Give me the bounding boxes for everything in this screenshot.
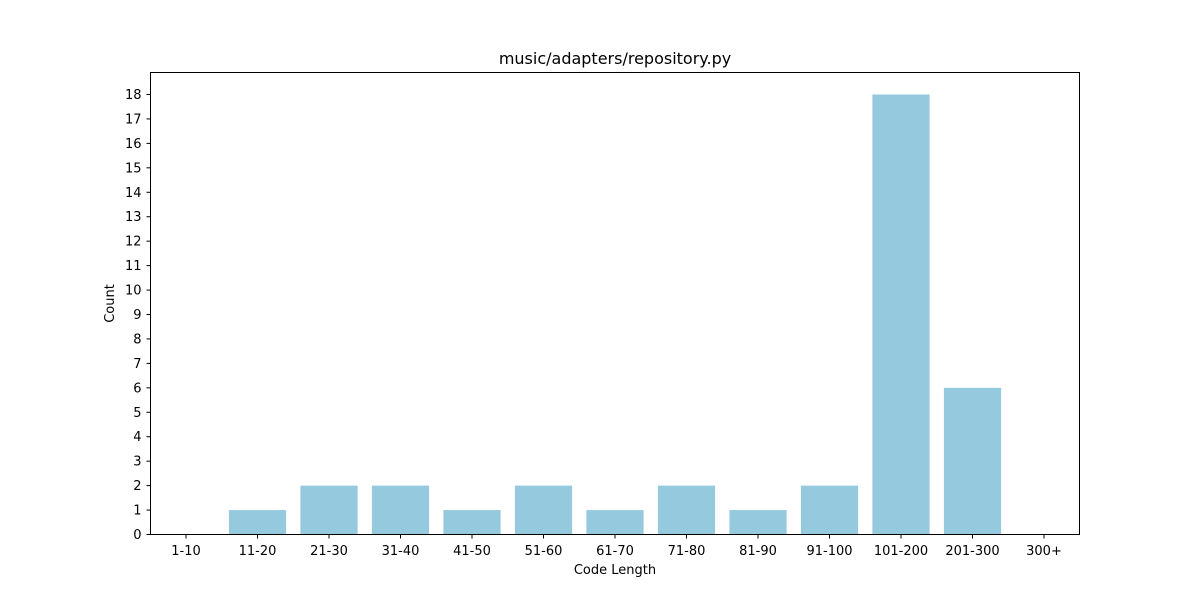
x-tick-label: 51-60 (525, 544, 563, 559)
x-tick-label: 81-90 (739, 544, 777, 559)
bar-31-40 (371, 485, 430, 535)
x-tick-label: 300+ (1026, 544, 1062, 559)
x-tick-label: 31-40 (382, 544, 420, 559)
y-tick-label: 12 (125, 235, 142, 250)
bars-group (228, 94, 1002, 535)
y-tick-label: 18 (125, 88, 142, 103)
bar-61-70 (586, 510, 644, 535)
bar-81-90 (729, 510, 787, 535)
x-tick-label: 11-20 (239, 544, 277, 559)
y-tick-label: 0 (133, 528, 141, 543)
x-axis-ticks: 1-10 11-20 21-30 31-40 41-50 51-60 61-70 71-80 8… (171, 534, 1062, 559)
y-tick-label: 11 (125, 259, 142, 274)
x-tick-label: 71-80 (668, 544, 706, 559)
x-tick-label: 61-70 (596, 544, 634, 559)
bar-51-60 (514, 485, 573, 535)
y-tick-label: 9 (133, 308, 141, 323)
plot-frame (150, 72, 1080, 535)
y-tick-label: 3 (133, 455, 141, 470)
chart-title: music/adapters/repository.py (499, 49, 731, 68)
x-tick-label: 91-100 (806, 544, 852, 559)
bar-11-20 (228, 510, 287, 535)
y-tick-label: 10 (125, 284, 142, 299)
y-tick-label: 17 (125, 112, 142, 127)
bar-201-300 (943, 387, 1002, 535)
bar-101-200 (872, 94, 930, 535)
y-tick-label: 1 (133, 504, 141, 519)
y-tick-label: 4 (133, 430, 141, 445)
y-tick-label: 8 (133, 332, 141, 347)
y-tick-label: 13 (125, 210, 142, 225)
y-axis-label: Count (103, 284, 118, 323)
y-tick-label: 14 (125, 186, 142, 201)
y-tick-label: 2 (133, 479, 141, 494)
bar-21-30 (300, 485, 358, 535)
x-tick-label: 1-10 (171, 544, 201, 559)
y-tick-label: 15 (125, 161, 142, 176)
bar-41-50 (443, 510, 501, 535)
x-tick-label: 101-200 (874, 544, 928, 559)
x-tick-label: 201-300 (945, 544, 999, 559)
x-tick-label: 21-30 (310, 544, 348, 559)
x-axis-label: Code Length (574, 563, 656, 578)
bar-91-100 (800, 485, 859, 535)
y-tick-label: 5 (133, 406, 141, 421)
y-tick-label: 16 (125, 137, 142, 152)
y-tick-label: 6 (133, 381, 141, 396)
bar-71-80 (657, 485, 716, 535)
y-tick-label: 7 (133, 357, 141, 372)
x-tick-label: 41-50 (453, 544, 491, 559)
